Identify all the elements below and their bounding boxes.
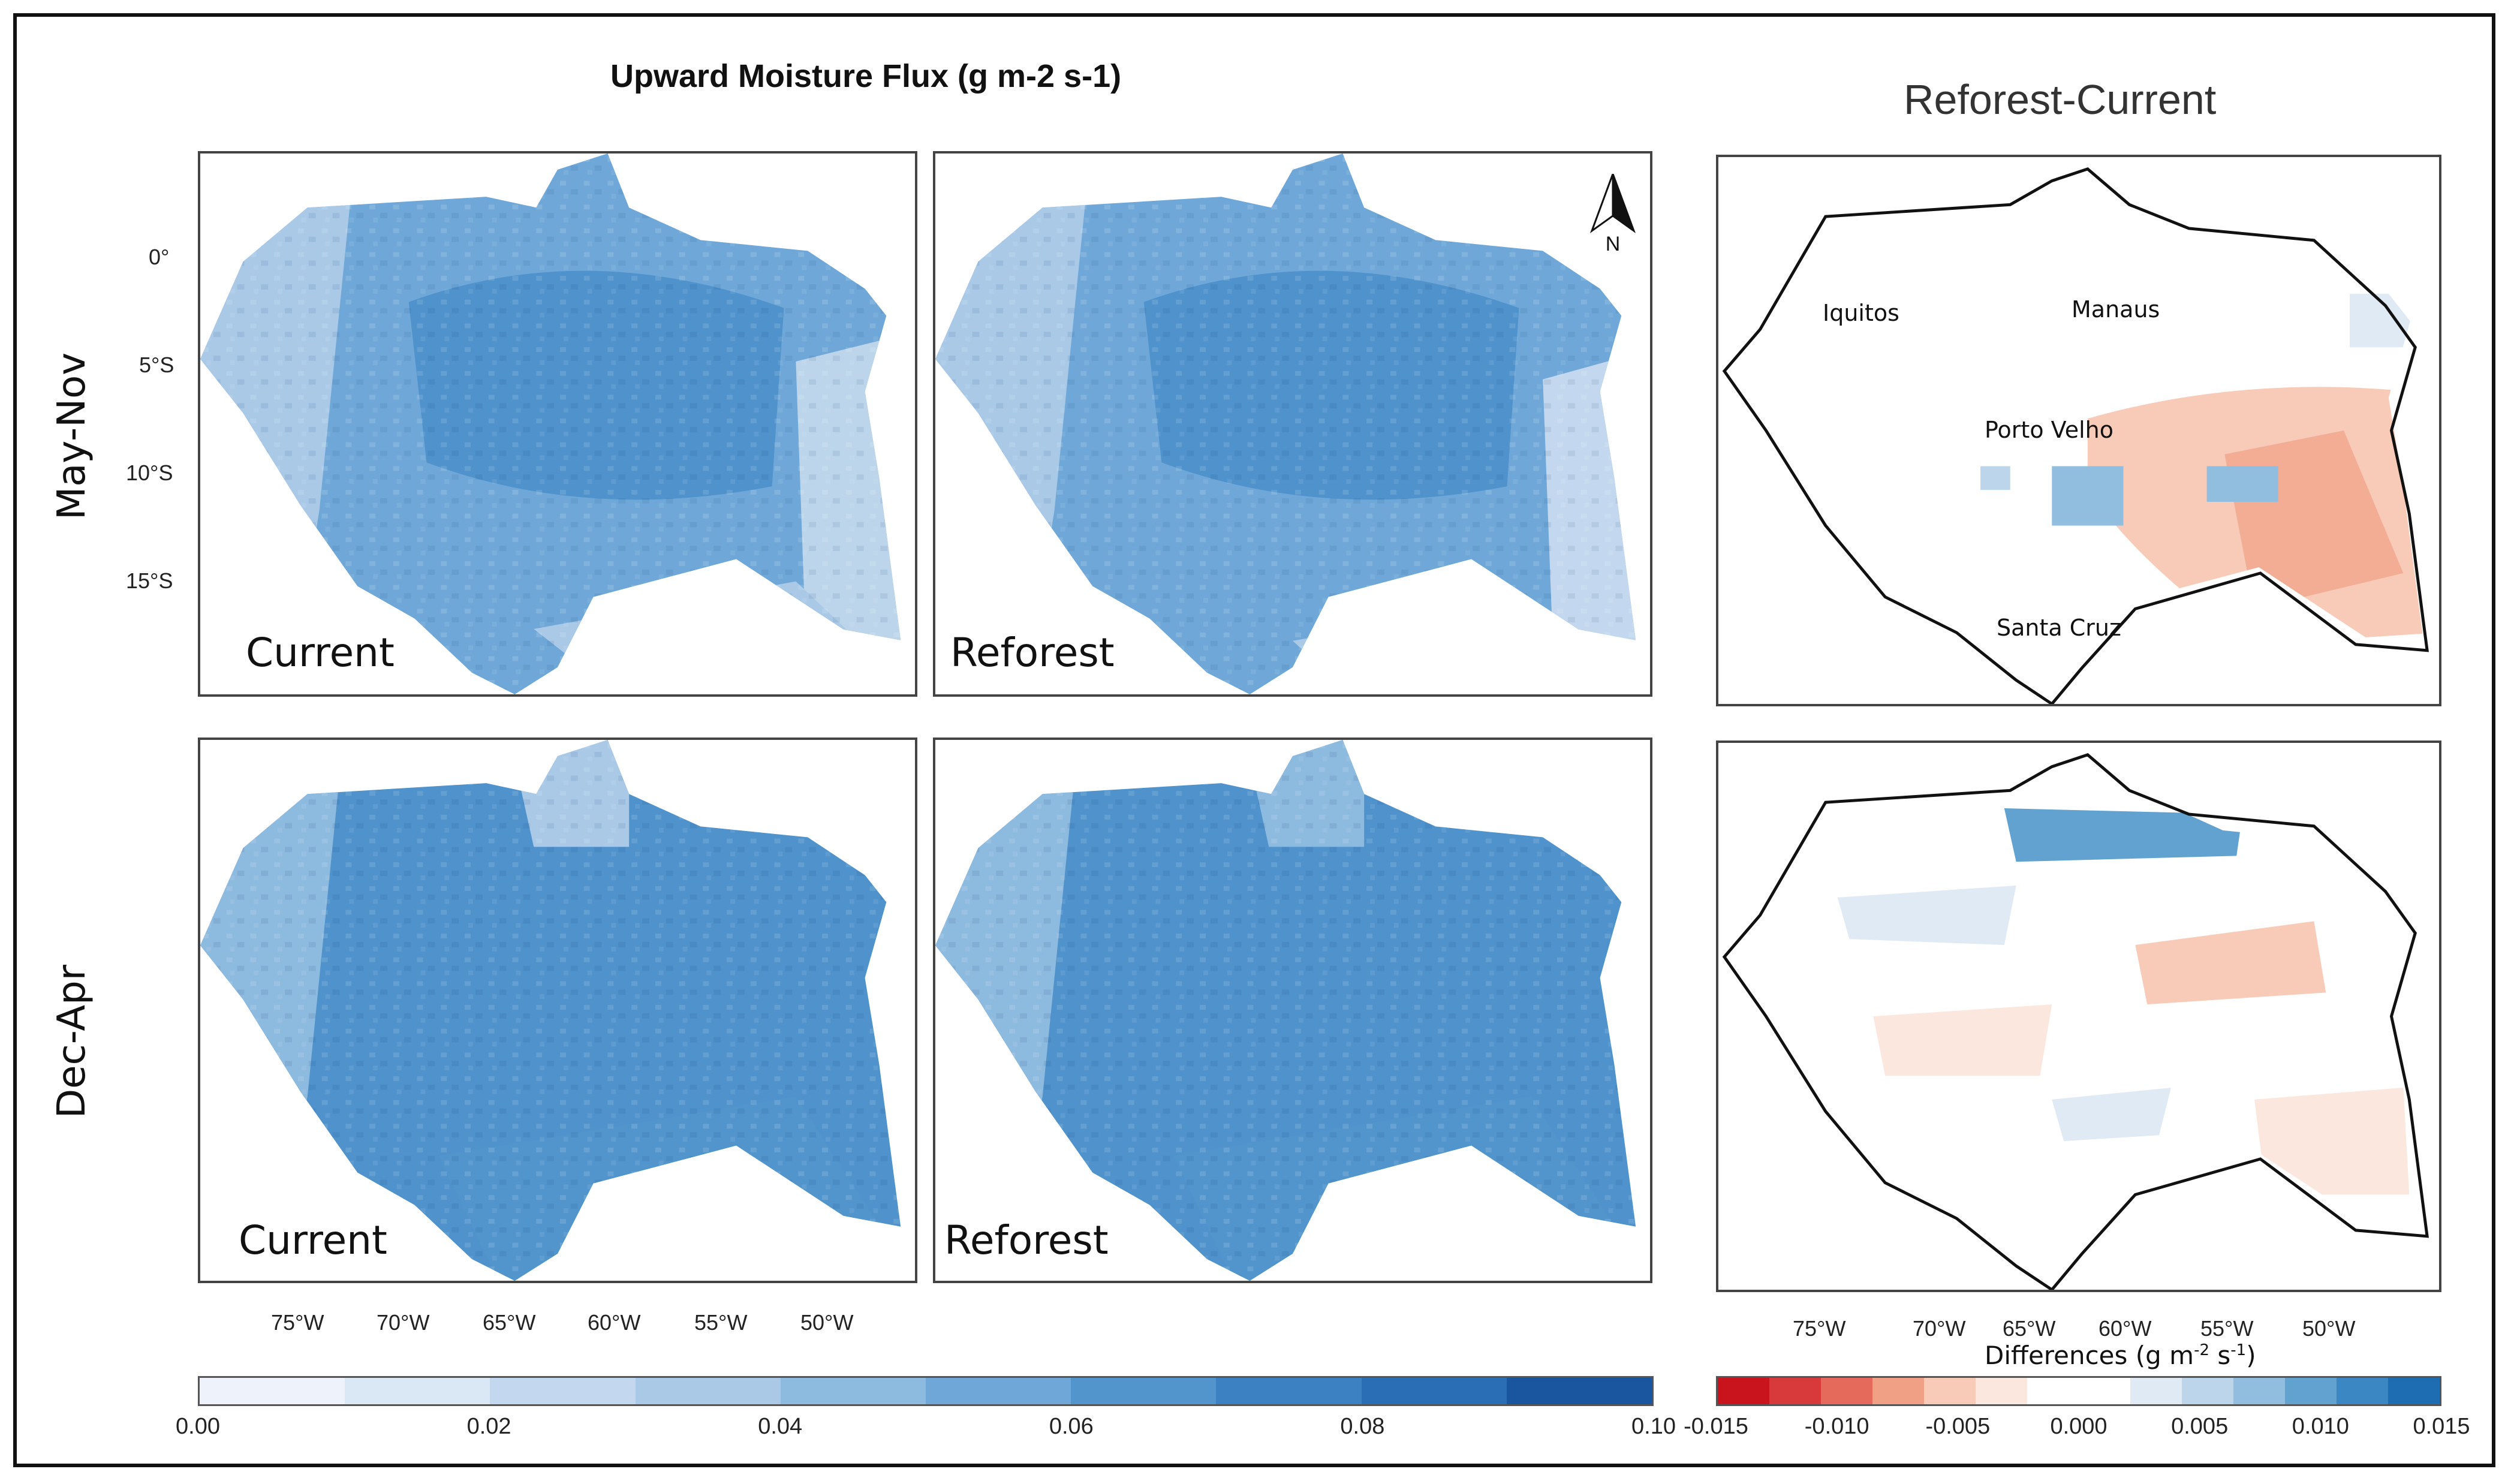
lon-tick-70w-left: 70°W [377,1310,430,1335]
difference-colorbar [1716,1376,2441,1406]
colorbar-swatch [490,1378,636,1404]
flux-title: Upward Moisture Flux (g m-2 s-1) [610,58,1122,94]
colorbar-swatch [1924,1378,1976,1404]
colorbar-swatch [1976,1378,2027,1404]
lat-tick-5s: 5°S [139,353,174,377]
colorbar-swatch [2027,1378,2079,1404]
colorbar-tick-label: -0.015 [1684,1414,1748,1439]
colorbar-swatch [345,1378,490,1404]
lon-tick-60w-left: 60°W [588,1310,641,1335]
flux-colorbar [198,1376,1654,1406]
north-arrow-icon: N [1589,174,1636,252]
lon-tick-65w-right: 65°W [2003,1316,2056,1341]
colorbar-tick-label: -0.010 [1804,1414,1869,1439]
colorbar-swatch [1506,1378,1652,1404]
colorbar-swatch [926,1378,1071,1404]
lon-tick-50w-right: 50°W [2302,1316,2356,1341]
city-label-santa-cruz: Santa Cruz [1997,615,2121,641]
colorbar-swatch [200,1378,345,1404]
panel-label-reforest-2: Reforest [944,1217,1109,1263]
colorbar-swatch [635,1378,781,1404]
map-current-dec-apr [198,738,917,1283]
lon-tick-50w-left: 50°W [800,1310,854,1335]
map-difference-may-nov [1716,155,2441,706]
lat-tick-10s: 10°S [126,460,173,485]
panel-label-current-1: Current [246,630,395,676]
colorbar-tick-label: 0.000 [2050,1414,2107,1439]
colorbar-swatch [1769,1378,1821,1404]
lon-tick-75w-right: 75°W [1793,1316,1846,1341]
row-label-may-nov: May-Nov [50,352,94,520]
row-label-dec-apr: Dec-Apr [50,964,94,1119]
lon-tick-75w-left: 75°W [271,1310,324,1335]
lon-tick-70w-right: 70°W [1913,1316,1966,1341]
lon-tick-55w-left: 55°W [694,1310,748,1335]
colorbar-tick-label: 0.00 [176,1414,220,1439]
map-current-may-nov [198,151,917,697]
city-label-porto-velho: Porto Velho [1985,417,2113,443]
colorbar-tick-label: 0.06 [1049,1414,1094,1439]
colorbar-swatch [2079,1378,2130,1404]
colorbar-tick-label: 0.005 [2171,1414,2229,1439]
colorbar-swatch [2182,1378,2233,1404]
lat-tick-15s: 15°S [126,568,173,593]
colorbar-swatch [1718,1378,1769,1404]
map-reforest-dec-apr [933,738,1652,1283]
panel-label-current-2: Current [239,1217,387,1263]
panel-label-reforest-1: Reforest [950,630,1115,676]
colorbar-tick-label: 0.08 [1340,1414,1385,1439]
city-label-iquitos: Iquitos [1823,300,1899,326]
lon-tick-55w-right: 55°W [2200,1316,2254,1341]
colorbar-swatch [1361,1378,1507,1404]
difference-colorbar-title: Differences (g m-2 s-1) [1985,1341,2256,1370]
figure-frame [13,13,2495,1467]
colorbar-swatch [1071,1378,1217,1404]
colorbar-swatch [2233,1378,2285,1404]
colorbar-swatch [780,1378,926,1404]
colorbar-swatch [1821,1378,1872,1404]
colorbar-swatch [1216,1378,1362,1404]
north-label: N [1606,233,1621,252]
lat-tick-0: 0° [149,245,170,269]
colorbar-tick-label: 0.010 [2292,1414,2349,1439]
colorbar-swatch [1872,1378,1924,1404]
colorbar-tick-label: 0.02 [466,1414,511,1439]
lon-tick-60w-right: 60°W [2098,1316,2152,1341]
map-difference-dec-apr [1716,741,2441,1292]
difference-title: Reforest-Current [1904,76,2217,123]
colorbar-tick-label: 0.04 [758,1414,803,1439]
colorbar-swatch [2130,1378,2182,1404]
colorbar-tick-label: 0.10 [1631,1414,1676,1439]
city-label-manaus: Manaus [2072,296,2160,323]
lon-tick-65w-left: 65°W [483,1310,536,1335]
map-reforest-may-nov [933,151,1652,697]
colorbar-swatch [2337,1378,2388,1404]
colorbar-swatch [2388,1378,2440,1404]
colorbar-tick-label: -0.005 [1925,1414,1991,1439]
colorbar-swatch [2285,1378,2337,1404]
colorbar-tick-label: 0.015 [2413,1414,2470,1439]
